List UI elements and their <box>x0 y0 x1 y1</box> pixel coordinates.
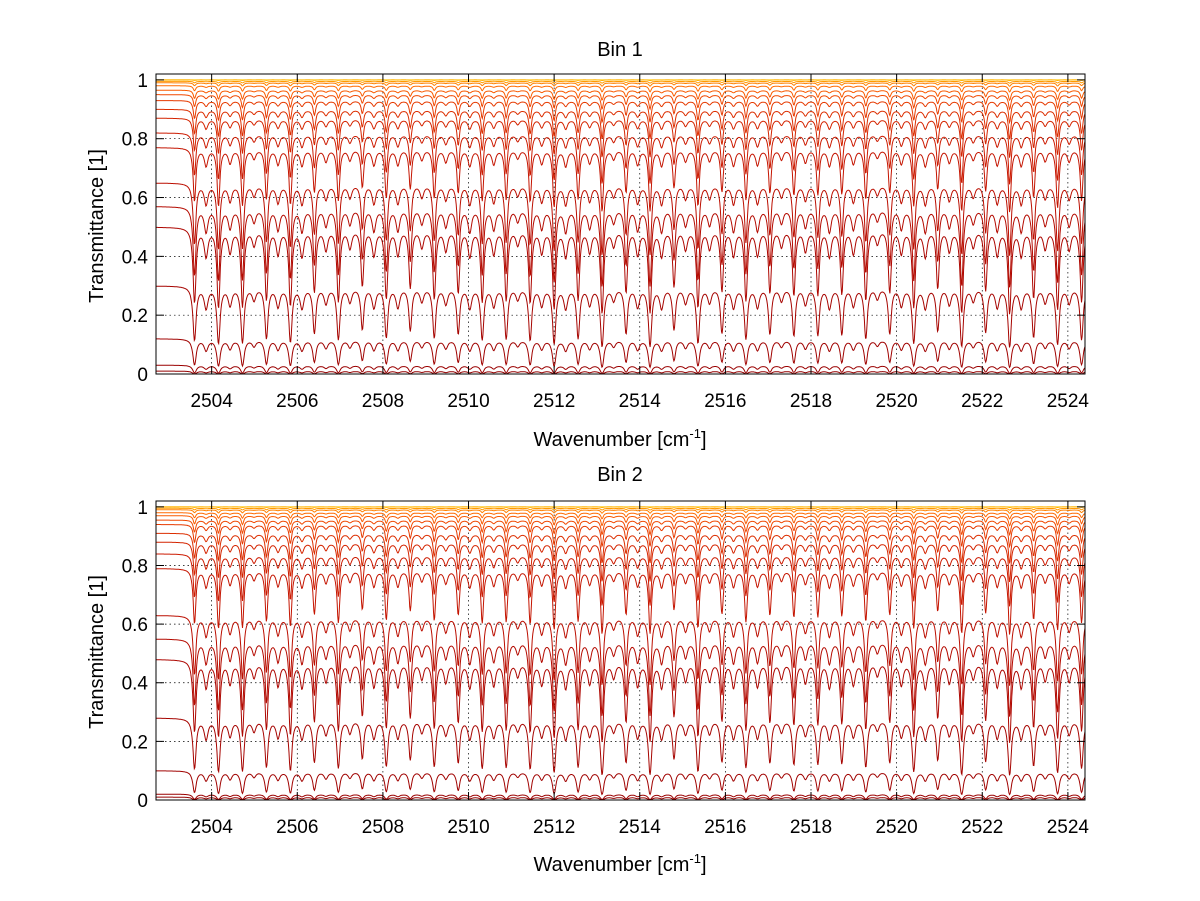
x-axis-label: Wavenumber [cm-1] <box>533 426 706 451</box>
series-line <box>156 132 1086 185</box>
x-tick-label: 2506 <box>276 391 318 412</box>
series-line <box>156 147 1086 213</box>
y-tick-label: 0.8 <box>122 556 148 577</box>
series-group <box>155 79 1086 375</box>
series-line <box>156 515 1086 527</box>
y-tick-label: 0.4 <box>122 247 149 268</box>
series-line <box>156 364 1086 374</box>
x-tick-label: 2518 <box>790 391 832 412</box>
y-tick-label: 1 <box>137 498 148 519</box>
x-tick-label: 2516 <box>704 391 746 412</box>
y-tick-label: 0.8 <box>122 130 148 151</box>
series-line <box>156 94 1086 111</box>
series-line <box>156 512 1086 520</box>
series-line <box>156 717 1086 777</box>
x-tick-label: 2520 <box>875 817 917 838</box>
y-axis-label: Transmittance [1] <box>86 575 108 729</box>
x-tick-label: 2514 <box>619 391 662 412</box>
series-line <box>156 370 1086 375</box>
x-tick-label: 2518 <box>790 817 832 838</box>
series-line <box>156 770 1086 796</box>
x-axis-label: Wavenumber [cm-1] <box>533 851 706 876</box>
series-line <box>156 553 1086 607</box>
ticks: 2504 2506 2508 2510 2512 2514 2516 2518 2520 2522… <box>122 498 1090 838</box>
ticks: 2504 2506 2508 2510 2512 2514 2516 2518 2520 2522… <box>122 71 1090 412</box>
x-tick-label: 2516 <box>704 817 746 838</box>
axes-frame <box>155 500 1086 801</box>
series-line <box>156 793 1086 801</box>
series-line <box>156 89 1086 102</box>
x-tick-label: 2504 <box>191 817 234 838</box>
x-tick-label: 2522 <box>961 817 1003 838</box>
series-line <box>156 182 1086 256</box>
series-line <box>156 80 1086 84</box>
x-tick-label: 2520 <box>875 391 917 412</box>
x-tick-label: 2504 <box>191 391 234 412</box>
series-line <box>156 507 1086 511</box>
chart-bin-2: Bin 2 2504 2506 2508 2510 2512 2514 2516 2518 25… <box>86 464 1089 876</box>
x-tick-label: 2512 <box>533 817 575 838</box>
x-tick-label: 2510 <box>447 391 489 412</box>
y-tick-label: 1 <box>137 71 148 92</box>
y-tick-label: 0 <box>137 791 148 812</box>
x-tick-label: 2514 <box>619 817 662 838</box>
series-line <box>156 519 1086 537</box>
series-line <box>156 796 1086 801</box>
series-line <box>156 79 1085 82</box>
chart-title: Bin 1 <box>597 39 643 61</box>
x-tick-label: 2506 <box>276 817 318 838</box>
series-line <box>155 659 1086 743</box>
chart-bin-1: Bin 1 2504 2506 2508 2510 2512 2514 2516 2518 25… <box>86 39 1089 451</box>
series-line <box>156 226 1086 315</box>
y-tick-label: 0 <box>137 365 148 386</box>
series-line <box>156 85 1086 93</box>
y-tick-label: 0.4 <box>122 674 149 695</box>
x-tick-label: 2524 <box>1047 817 1090 838</box>
axes-frame <box>155 73 1086 375</box>
series-line <box>155 285 1086 349</box>
series-line <box>156 532 1086 565</box>
chart-title: Bin 2 <box>597 464 643 486</box>
x-tick-label: 2522 <box>961 391 1003 412</box>
series-group <box>155 506 1086 801</box>
series-line <box>156 100 1086 125</box>
series-line <box>155 206 1086 288</box>
y-tick-label: 0.6 <box>122 189 148 210</box>
y-axis-label: Transmittance [1] <box>86 149 108 303</box>
series-line <box>156 615 1086 686</box>
y-tick-label: 0.6 <box>122 615 148 636</box>
series-line <box>156 568 1086 635</box>
x-tick-label: 2508 <box>362 817 404 838</box>
series-line <box>156 509 1086 514</box>
x-tick-label: 2524 <box>1047 391 1090 412</box>
x-tick-label: 2510 <box>447 817 489 838</box>
y-tick-label: 0.2 <box>122 306 148 327</box>
series-line <box>156 506 1085 509</box>
series-line <box>156 524 1086 549</box>
series-line <box>156 541 1086 583</box>
series-line <box>156 338 1086 369</box>
series-line <box>156 117 1086 158</box>
x-tick-label: 2512 <box>533 391 575 412</box>
y-tick-label: 0.2 <box>122 732 148 753</box>
x-tick-label: 2508 <box>362 391 404 412</box>
series-line <box>156 638 1086 717</box>
series-line <box>156 82 1086 87</box>
series-line <box>156 108 1086 141</box>
